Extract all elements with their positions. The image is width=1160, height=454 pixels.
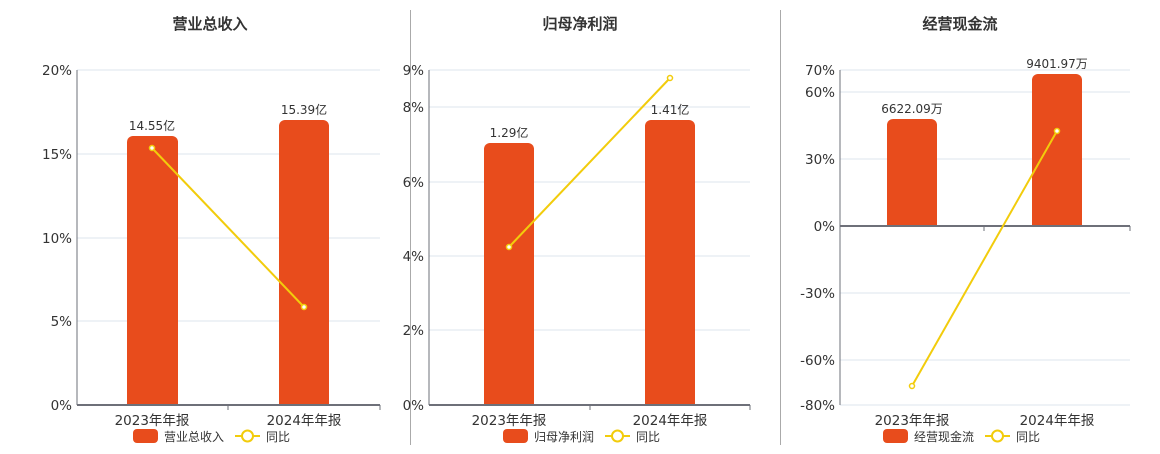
svg-text:8%: 8%: [403, 100, 425, 116]
yoy-point-2023[interactable]: [148, 144, 156, 152]
bar-label-2023: 14.55亿: [129, 118, 175, 133]
x-label-2023: 2023年年报: [875, 413, 950, 429]
svg-text:6%: 6%: [403, 175, 425, 191]
chart-panel-operating-cashflow: 经营现金流 70% 60% 30% 0% -30% -60% -80% 6622…: [770, 0, 1160, 450]
legend-line-label: 同比: [1016, 430, 1040, 444]
legend-line-label: 同比: [266, 430, 290, 444]
yoy-line: [151, 147, 305, 308]
svg-text:5%: 5%: [51, 314, 73, 330]
x-label-2024: 2024年年报: [1020, 413, 1095, 429]
bar-2024[interactable]: [645, 120, 695, 405]
legend-bar-label: 归母净利润: [534, 430, 594, 444]
legend[interactable]: 营业总收入 同比: [133, 429, 290, 444]
panel-divider: [780, 10, 781, 445]
svg-text:-80%: -80%: [800, 398, 835, 414]
yoy-line: [911, 130, 1058, 387]
y-axis-labels: 70% 60% 30% 0% -30% -60% -80%: [800, 63, 835, 414]
legend[interactable]: 归母净利润 同比: [503, 429, 660, 444]
bar-2023[interactable]: [127, 136, 178, 405]
legend-line-label: 同比: [636, 430, 660, 444]
yoy-line: [508, 77, 671, 248]
chart-title: 归母净利润: [542, 15, 617, 33]
svg-text:10%: 10%: [42, 231, 72, 247]
y-axis-labels: 20% 15% 10% 5% 0%: [42, 63, 72, 414]
svg-text:-30%: -30%: [800, 286, 835, 302]
net-profit-chart: 归母净利润 9% 8% 6% 4% 2% 0% 1.29亿 1.41亿 2023…: [403, 15, 751, 444]
svg-text:70%: 70%: [805, 63, 835, 79]
svg-text:0%: 0%: [403, 398, 425, 414]
bar-label-2023: 1.29亿: [490, 125, 529, 140]
svg-text:30%: 30%: [805, 152, 835, 168]
svg-text:2%: 2%: [403, 323, 425, 339]
legend-bar-label: 经营现金流: [914, 429, 974, 444]
bar-label-2023: 6622.09万: [881, 102, 943, 116]
yoy-point-2024[interactable]: [666, 74, 674, 82]
svg-text:20%: 20%: [42, 63, 72, 79]
legend-bar-swatch: [133, 429, 158, 443]
panel-divider: [410, 10, 411, 445]
x-label-2023: 2023年年报: [472, 413, 547, 429]
grid-lines: [840, 69, 1130, 406]
svg-text:0%: 0%: [814, 219, 836, 235]
chart-title: 营业总收入: [172, 15, 247, 33]
x-label-2024: 2024年年报: [633, 413, 708, 429]
grid-lines: [429, 69, 750, 331]
bar-2023[interactable]: [887, 119, 937, 226]
bar-2024[interactable]: [1032, 74, 1082, 226]
bar-label-2024: 15.39亿: [281, 102, 327, 117]
svg-text:15%: 15%: [42, 147, 72, 163]
bar-2024[interactable]: [279, 120, 329, 405]
svg-text:0%: 0%: [51, 398, 73, 414]
svg-text:60%: 60%: [805, 85, 835, 101]
chart-panel-revenue: 营业总收入 20% 15% 10% 5% 0% 14.55亿 15.39亿 20…: [0, 0, 400, 450]
grid-lines: [77, 69, 380, 322]
cashflow-chart: 经营现金流 70% 60% 30% 0% -30% -60% -80% 6622…: [800, 15, 1131, 444]
revenue-chart: 营业总收入 20% 15% 10% 5% 0% 14.55亿 15.39亿 20…: [42, 15, 381, 444]
yoy-point-2023[interactable]: [908, 382, 916, 390]
svg-text:-60%: -60%: [800, 353, 835, 369]
bar-2023[interactable]: [484, 143, 534, 405]
x-label-2024: 2024年年报: [267, 413, 342, 429]
legend[interactable]: 经营现金流 同比: [883, 429, 1040, 444]
yoy-point-2024[interactable]: [300, 303, 308, 311]
y-axis-labels: 9% 8% 6% 4% 2% 0%: [403, 63, 425, 414]
chart-title: 经营现金流: [922, 15, 997, 33]
yoy-point-2023[interactable]: [505, 243, 513, 251]
legend-bar-swatch: [883, 429, 908, 443]
yoy-point-2024[interactable]: [1053, 127, 1061, 135]
bar-label-2024: 1.41亿: [651, 102, 690, 117]
bar-label-2024: 9401.97万: [1026, 57, 1088, 71]
legend-bar-label: 营业总收入: [164, 430, 224, 444]
x-label-2023: 2023年年报: [115, 413, 190, 429]
svg-text:9%: 9%: [403, 63, 425, 79]
chart-panel-net-profit: 归母净利润 9% 8% 6% 4% 2% 0% 1.29亿 1.41亿 2023…: [380, 0, 780, 450]
svg-text:4%: 4%: [403, 249, 425, 265]
legend-bar-swatch: [503, 429, 528, 443]
